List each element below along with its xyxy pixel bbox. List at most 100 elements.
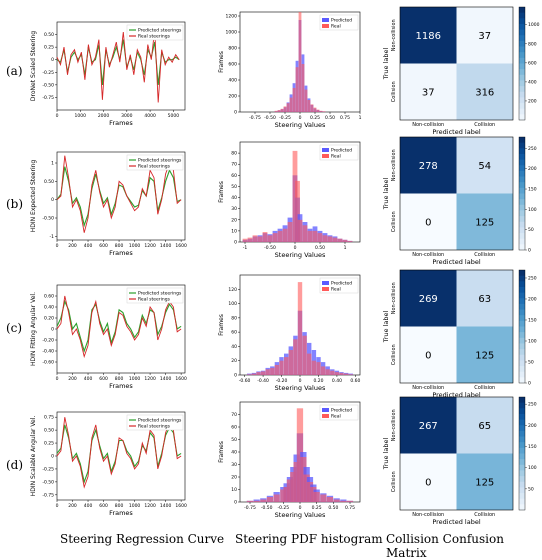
x-axis-label: Steering Values: [275, 121, 326, 129]
x-tick-label: 0.25: [310, 115, 320, 121]
legend-swatch: [322, 287, 329, 291]
colorbar-segment: [519, 148, 525, 155]
legend-swatch: [322, 408, 329, 412]
confusion-panel-1: 278 54 0 125 Non-collision Non-collision Colli…: [382, 136, 537, 266]
colorbar-tick-label: 600: [528, 60, 537, 66]
real-bar: [320, 366, 326, 375]
colorbar-segment: [519, 504, 525, 511]
x-tick-label: -0.50: [264, 115, 276, 121]
colorbar-tick-label: 1000: [528, 22, 540, 28]
legend-label: Predicted: [331, 281, 352, 287]
colorbar-segment: [519, 199, 525, 206]
y-category-label: Non-collision: [391, 149, 397, 181]
y-tick-label: 1: [51, 161, 54, 167]
x-tick-label: 1: [359, 115, 362, 121]
x-tick-label: 1200: [144, 243, 156, 249]
real-bar: [307, 100, 311, 112]
x-tick-label: 0: [299, 378, 302, 384]
y-axis-label: HDIN Expected Steering: [30, 160, 37, 233]
confusion-cell: [456, 7, 513, 64]
colorbar-segment: [519, 337, 525, 344]
x-category-label: Collision: [474, 122, 495, 128]
colorbar-segment: [519, 227, 525, 234]
colorbar-tick-label: 150: [528, 444, 537, 450]
real-bar: [284, 357, 289, 375]
real-bar: [304, 89, 308, 112]
x-tick-label: 1000: [129, 243, 141, 249]
real-bar: [317, 233, 323, 242]
x-tick-label: 1: [344, 245, 347, 251]
legend-label: Predicted: [331, 148, 352, 154]
real-bar: [310, 487, 317, 502]
real-bar: [347, 240, 353, 242]
y-tick-label: 50: [231, 184, 237, 190]
real-bar: [242, 238, 248, 242]
matrix-frame: [399, 6, 514, 121]
y-tick-label: 10: [231, 487, 237, 493]
colorbar-segment: [519, 459, 525, 466]
colorbar-segment: [519, 366, 525, 373]
y-category-label: Collision: [391, 471, 397, 492]
y-tick-label: -1: [50, 234, 55, 240]
legend-box: [126, 287, 184, 304]
x-tick-label: 200: [68, 376, 77, 382]
x-tick-label: 600: [99, 503, 108, 509]
real-bar: [297, 282, 303, 375]
legend-label: Real steerings: [138, 297, 171, 303]
colorbar-segment: [519, 464, 525, 471]
x-tick-label: -0.20: [276, 378, 288, 384]
x-axis-label: Predicted label: [432, 258, 480, 266]
real-bar: [302, 335, 307, 375]
cell-value: 278: [419, 161, 438, 172]
real-bar: [247, 237, 253, 242]
y-tick-label: -0.50: [42, 479, 54, 485]
legend-label: Predicted steerings: [138, 28, 182, 34]
colorbar-segment: [519, 408, 525, 415]
colorbar-segment: [519, 298, 525, 305]
cell-value: 0: [425, 350, 431, 361]
y-tick-label: -0.60: [42, 360, 54, 366]
colorbar-segment: [519, 436, 525, 443]
legend-swatch: [322, 281, 329, 285]
colorbar-segment: [519, 52, 525, 59]
histogram-panel-0: -0.75 -0.50 -0.25 0 0.25 0.50 0.75 1 0 200 400 600 8…: [218, 11, 362, 129]
real-bar: [265, 369, 270, 375]
caption-histogram: Steering PDF histogram: [235, 532, 383, 546]
x-tick-label: -0.50: [264, 245, 276, 251]
colorbar-tick-label: 200: [528, 296, 537, 302]
colorbar-tick-label: 50: [528, 359, 534, 365]
real-bar: [302, 225, 308, 242]
colorbar-segment: [519, 315, 525, 322]
real-bar: [277, 230, 283, 242]
legend-swatch: [322, 24, 329, 28]
colorbar-segment: [519, 326, 525, 333]
x-axis-label: Predicted label: [432, 128, 480, 136]
colorbar-tick-label: 150: [528, 187, 537, 193]
x-tick-label: -0.75: [244, 505, 256, 511]
confusion-cell: [400, 453, 457, 510]
real-bar: [260, 499, 267, 502]
real-bar: [274, 110, 278, 112]
row-label-a: (a): [6, 64, 23, 78]
colorbar-segment: [519, 74, 525, 81]
colorbar-tick-label: 0: [528, 248, 531, 254]
real-bar: [283, 106, 287, 112]
real-bar: [301, 64, 305, 112]
real-bar: [266, 497, 274, 502]
confusion-cell: [456, 137, 513, 194]
real-bar: [316, 362, 321, 375]
real-bar: [346, 500, 354, 503]
colorbar-segment: [519, 46, 525, 53]
histogram-panel-2: -0.60 -0.40 -0.20 0 0.20 0.40 0.60 0 20 40 60 80 100…: [218, 274, 361, 392]
colorbar-segment: [519, 303, 525, 310]
regression-panel-2: 0 200 400 600 800 1000 1200 1400 1600 -0.60 -0.40 -…: [30, 284, 187, 390]
y-axis-label: HDIN Scalable Angular Vel.: [30, 416, 37, 497]
y-tick-label: 0: [234, 373, 237, 379]
real-bar: [286, 103, 290, 112]
y-tick-label: 80: [231, 151, 237, 157]
real-bar: [339, 372, 344, 375]
real-bar: [325, 369, 330, 375]
colorbar-segment: [519, 371, 525, 378]
x-tick-label: 4000: [144, 113, 156, 119]
x-tick-label: 800: [115, 243, 124, 249]
